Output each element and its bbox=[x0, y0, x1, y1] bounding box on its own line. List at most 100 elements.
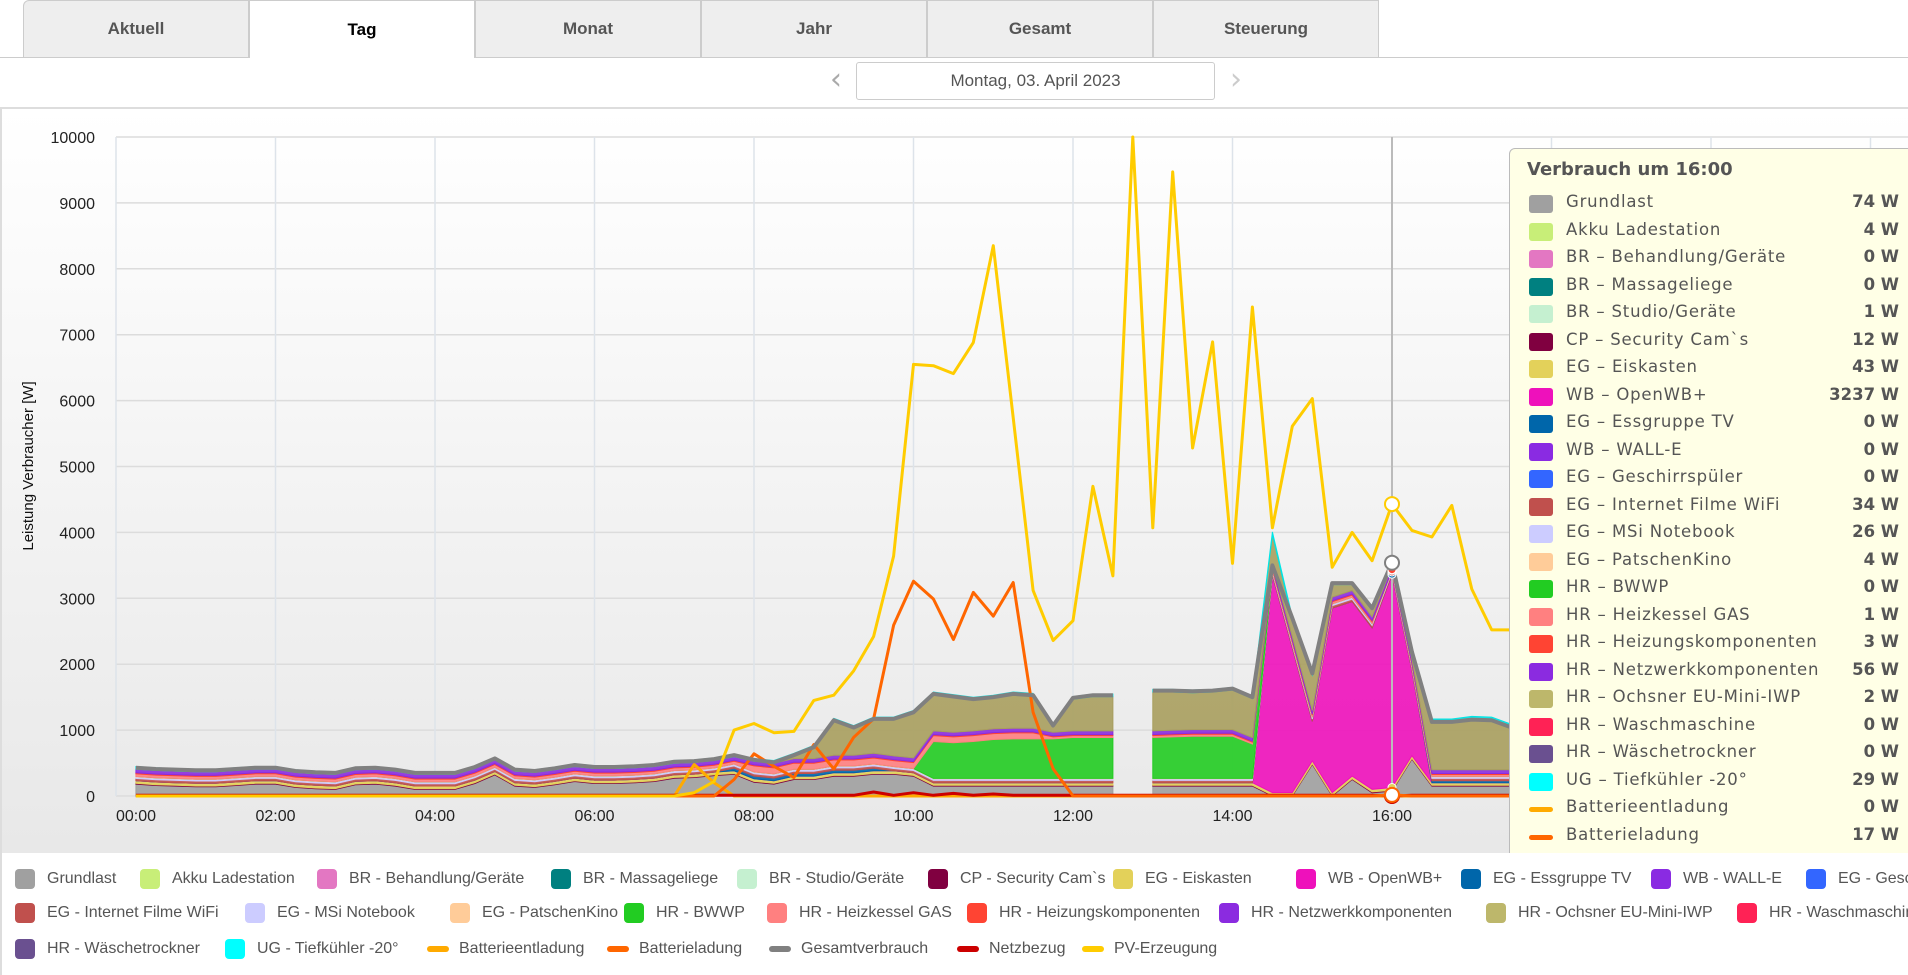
legend-swatch-icon bbox=[1651, 869, 1671, 889]
series-swatch-icon bbox=[1529, 277, 1553, 296]
legend-label: EG - Geschirrspüler bbox=[1838, 870, 1908, 887]
tooltip-series-value: 0 W bbox=[1863, 274, 1899, 294]
tooltip-series-value: 12 W bbox=[1852, 329, 1899, 349]
tab-steuerung[interactable]: Steuerung bbox=[1153, 0, 1379, 57]
tooltip-series-label: EG – Eiskasten bbox=[1566, 357, 1698, 376]
legend-label: HR - Netzwerkkomponenten bbox=[1251, 904, 1452, 921]
legend-label: BR - Studio/Geräte bbox=[769, 870, 905, 887]
tooltip-row: Grundlast 74 W bbox=[1529, 191, 1899, 217]
x-tick-label: 04:00 bbox=[415, 808, 455, 825]
y-tick-label: 7000 bbox=[59, 328, 95, 345]
tooltip-series-value: 0 W bbox=[1863, 742, 1899, 761]
line-series bbox=[135, 135, 1513, 798]
stacked-areas bbox=[135, 531, 1513, 797]
tab-aktuell[interactable]: Aktuell bbox=[23, 0, 249, 57]
legend-label: HR - Heizungskomponenten bbox=[999, 904, 1200, 921]
tooltip-row: EG – MSi Notebook 26 W bbox=[1529, 521, 1899, 547]
tooltip-series-label: BR – Studio/Geräte bbox=[1566, 302, 1737, 321]
tooltip-series-value: 4 W bbox=[1863, 549, 1899, 569]
power-chart: 0 1000 2000 3000 4000 5000 6000 7000 8000 9000 100… bbox=[20, 130, 1908, 825]
tooltip-row: HR – BWWP 0 W bbox=[1529, 576, 1899, 602]
legend-label: Grundlast bbox=[47, 870, 117, 887]
tooltip-row: EG – PatschenKino 4 W bbox=[1529, 549, 1899, 575]
legend-label: EG - Internet Filme WiFi bbox=[47, 904, 219, 921]
series-swatch-icon bbox=[1529, 607, 1553, 626]
legend-label: EG - MSi Notebook bbox=[277, 904, 415, 921]
legend-swatch-icon bbox=[450, 903, 470, 923]
tooltip-series-label: EG – Geschirrspüler bbox=[1566, 467, 1744, 486]
tooltip-series-value: 3 W bbox=[1863, 632, 1899, 651]
tab-jahr[interactable]: Jahr bbox=[701, 0, 927, 57]
legend-swatch-icon bbox=[1737, 903, 1757, 923]
tooltip-row: HR – Heizungskomponenten 3 W bbox=[1529, 631, 1899, 657]
date-label: Montag, 03. April 2023 bbox=[950, 71, 1121, 90]
tooltip-row: WB – WALL-E 0 W bbox=[1529, 439, 1899, 465]
legend-swatch-icon bbox=[1113, 869, 1133, 889]
legend-swatch-icon bbox=[15, 939, 35, 959]
y-tick-label: 0 bbox=[86, 789, 95, 806]
legend-label: EG - Eiskasten bbox=[1145, 870, 1252, 887]
legend-swatch-icon bbox=[1806, 869, 1826, 889]
y-tick-label: 4000 bbox=[59, 525, 95, 542]
legend-swatch-icon bbox=[317, 869, 337, 889]
tooltip-series-value: 26 W bbox=[1852, 522, 1899, 541]
tab-monat[interactable]: Monat bbox=[475, 0, 701, 57]
legend-swatch-icon bbox=[15, 869, 35, 889]
date-picker[interactable]: Montag, 03. April 2023 bbox=[856, 62, 1215, 100]
tooltip: Verbrauch um 16:00 Grundlast 74 W Akku Lad… bbox=[1509, 148, 1908, 868]
chevron-left-icon[interactable]: ‹ bbox=[830, 62, 842, 97]
legend-label: HR - Ochsner EU-Mini-IWP bbox=[1518, 904, 1713, 921]
tab-gesamt[interactable]: Gesamt bbox=[927, 0, 1153, 57]
tooltip-series-value: 3237 W bbox=[1829, 384, 1899, 404]
tooltip-series-label: HR – BWWP bbox=[1566, 577, 1670, 596]
tooltip-row: EG – Essgruppe TV 0 W bbox=[1529, 411, 1899, 437]
tooltip-series-value: 29 W bbox=[1852, 769, 1899, 789]
legend-label: WB - OpenWB+ bbox=[1328, 870, 1443, 887]
tooltip-series-label: WB – OpenWB+ bbox=[1566, 384, 1708, 404]
legend-swatch-icon bbox=[967, 903, 987, 923]
x-tick-label: 10:00 bbox=[893, 808, 933, 825]
legend-swatch-icon bbox=[245, 903, 265, 923]
tooltip-series-value: 0 W bbox=[1863, 247, 1899, 266]
tooltip-series-label: EG – Essgruppe TV bbox=[1566, 412, 1735, 431]
tooltip-series-value: 43 W bbox=[1852, 357, 1899, 376]
legend-label: Akku Ladestation bbox=[172, 870, 295, 887]
tooltip-row: HR – Ochsner EU-Mini-IWP 2 W bbox=[1529, 686, 1899, 712]
tooltip-series-value: 1 W bbox=[1863, 604, 1899, 624]
legend-swatch-icon bbox=[140, 869, 160, 889]
series-swatch-icon bbox=[1529, 222, 1553, 241]
legend-label: HR - Heizkessel GAS bbox=[799, 904, 952, 921]
y-tick-label: 9000 bbox=[59, 196, 95, 213]
legend-label: EG - Essgruppe TV bbox=[1493, 870, 1632, 887]
tooltip-series-label: CP – Security Cam`s bbox=[1566, 329, 1749, 349]
chevron-right-icon[interactable]: › bbox=[1230, 62, 1242, 97]
tooltip-row: UG – Tiefkühler -20° 29 W bbox=[1529, 769, 1899, 795]
y-tick-label: 1000 bbox=[59, 723, 95, 740]
x-tick-label: 16:00 bbox=[1372, 808, 1412, 825]
tooltip-row: WB – OpenWB+ 3237 W bbox=[1529, 384, 1899, 410]
tooltip-row: Akku Ladestation 4 W bbox=[1529, 219, 1899, 245]
legend-swatch-icon bbox=[1082, 946, 1104, 952]
legend-swatch-icon bbox=[928, 869, 948, 889]
series-swatch-icon bbox=[1529, 360, 1553, 378]
legend-label: BR - Behandlung/Geräte bbox=[349, 870, 525, 887]
tab-tag[interactable]: Tag bbox=[249, 0, 475, 58]
marker-gesamtverbrauch bbox=[1384, 554, 1400, 571]
series-swatch-icon bbox=[1529, 497, 1553, 516]
tooltip-series-value: 1 W bbox=[1863, 302, 1899, 321]
tooltip-series-value: 56 W bbox=[1852, 659, 1899, 679]
tooltip-series-label: HR – Heizungskomponenten bbox=[1566, 632, 1818, 651]
tooltip-series-value: 34 W bbox=[1852, 494, 1899, 514]
tooltip-row: HR – Heizkessel GAS 1 W bbox=[1529, 604, 1899, 630]
tooltip-series-label: HR – Waschmaschine bbox=[1566, 714, 1757, 734]
tooltip-series-value: 0 W bbox=[1863, 577, 1899, 596]
tooltip-series-label: UG – Tiefkühler -20° bbox=[1566, 769, 1748, 789]
tooltip-row: BR – Behandlung/Geräte 0 W bbox=[1529, 246, 1899, 272]
legend-swatch-icon bbox=[1219, 903, 1239, 923]
tooltip-series-label: HR – Wäschetrockner bbox=[1566, 742, 1757, 761]
tooltip-series-value: 2 W bbox=[1863, 687, 1899, 706]
tooltip-series-label: BR – Massageliege bbox=[1566, 274, 1734, 294]
tooltip-series-value: 0 W bbox=[1863, 467, 1899, 486]
tooltip-series-label: WB – WALL-E bbox=[1566, 439, 1683, 459]
tooltip-series-value: 0 W bbox=[1863, 439, 1899, 459]
